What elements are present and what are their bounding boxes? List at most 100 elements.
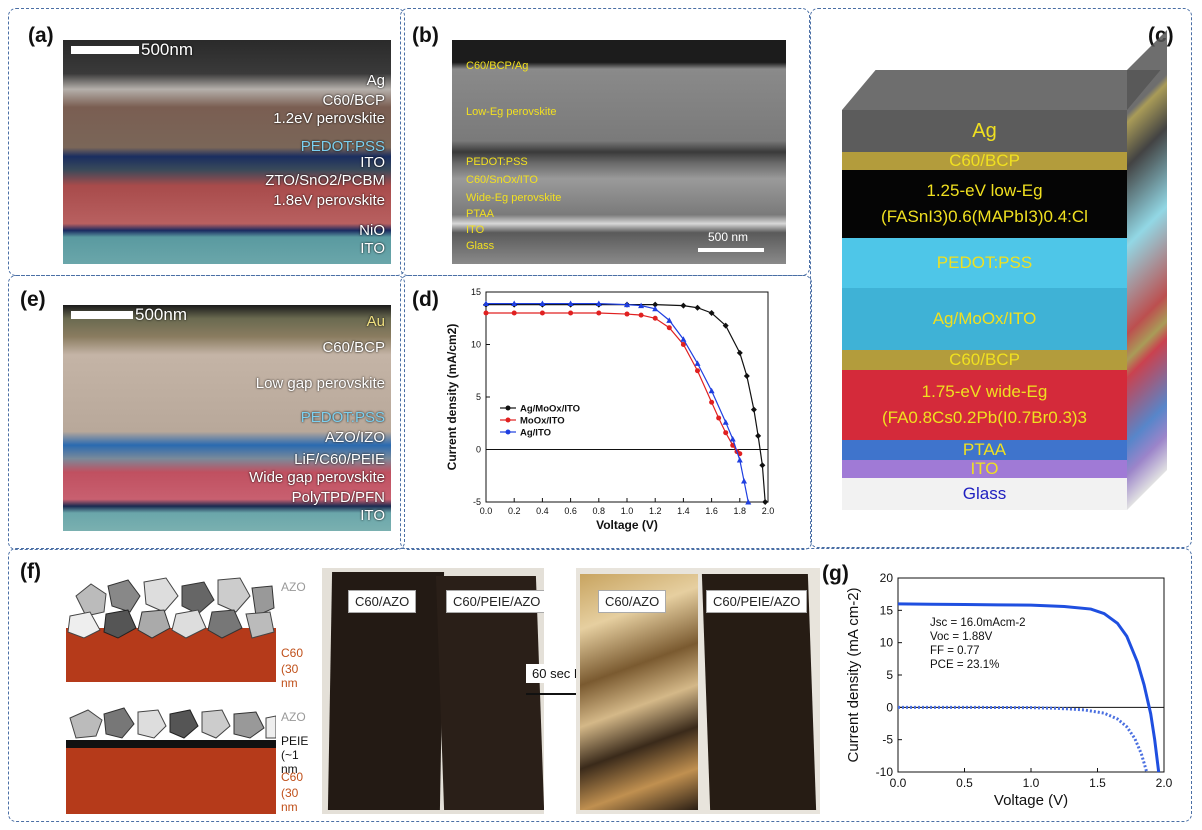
- data-point: [762, 499, 769, 505]
- scalebar-e-text: 500nm: [135, 305, 187, 324]
- data-point: [666, 317, 673, 323]
- layer-e-0: Au: [366, 313, 385, 330]
- frame-panel-d: [400, 275, 812, 550]
- tag-after-2: C60/PEIE/AZO: [706, 590, 808, 613]
- data-point: [595, 300, 602, 307]
- y-tick-label: 15: [471, 287, 481, 297]
- layer-a-5: ZTO/SnO2/PCBM: [265, 172, 385, 189]
- schematic-top-c60: [66, 628, 276, 682]
- schematic-bottom-c60-thick: (30 nm: [281, 786, 299, 814]
- data-point: [750, 406, 757, 413]
- y-tick-label: -5: [473, 497, 481, 507]
- schematic-bottom-azo: AZO: [281, 710, 306, 724]
- jv-chart-d: 0.0 0.2 0.4 0.6 0.8 1.0 1.2 1.4 1.6 1.8 2.0 -5 0 5 10 1…: [445, 287, 775, 532]
- data-point: [568, 310, 574, 316]
- x-tick-label: 0.2: [508, 506, 521, 516]
- layer-a-2: 1.2eV perovskite: [273, 110, 385, 127]
- data-point: [722, 419, 729, 425]
- layer-a-7: NiO: [359, 222, 385, 239]
- sem-image-a: 500nm Ag C60/BCP 1.2eV perovskite PEDOT:…: [63, 40, 391, 264]
- x-tick-label: 0.5: [956, 776, 973, 790]
- legend-marker: [505, 429, 511, 435]
- schematic-top-grains: [67, 577, 275, 639]
- x-tick-label: 0.0: [480, 506, 493, 516]
- layer-a-1: C60/BCP: [322, 92, 385, 109]
- stack-ag: Ag: [842, 110, 1127, 152]
- data-point: [694, 360, 701, 366]
- layer-e-3: PEDOT:PSS: [300, 409, 385, 426]
- schematic-top-c60-thick: (30 nm: [281, 662, 299, 690]
- data-point: [638, 302, 645, 309]
- data-point: [755, 432, 762, 439]
- layer-a-8: ITO: [360, 240, 385, 257]
- plot-frame: [897, 577, 1165, 773]
- layer-e-6: Wide gap perovskite: [249, 469, 385, 486]
- layer-a-6: 1.8eV perovskite: [273, 192, 385, 209]
- data-point: [736, 349, 743, 356]
- y-axis-label: Current density (mA/cm2): [445, 324, 459, 471]
- stack-agmoox: Ag/MoOx/ITO: [842, 288, 1127, 350]
- stack-c60bcp-top: C60/BCP: [842, 151, 1127, 170]
- y-tick-label: 10: [880, 636, 894, 650]
- schematic-bottom-c60: [66, 748, 276, 814]
- layer-b-4: Wide-Eg perovskite: [466, 192, 562, 204]
- scalebar-a: [71, 46, 139, 54]
- stack-top-face: [842, 70, 1161, 110]
- legend-label: Ag/ITO: [520, 428, 551, 439]
- panel-d-label: (d): [412, 288, 439, 311]
- tag-before-1: C60/AZO: [348, 590, 417, 613]
- frame-bottom: [8, 548, 1192, 822]
- x-tick-label: 0.0: [890, 776, 907, 790]
- tag-after-1: C60/AZO: [598, 590, 667, 613]
- sem-image-e: 500nm Au C60/BCP Low gap perovskite PEDO…: [63, 305, 391, 531]
- y-tick-label: 15: [880, 603, 894, 617]
- schematic-bottom-grains: [69, 707, 276, 739]
- stack-ito: ITO: [842, 459, 1127, 478]
- data-point: [743, 373, 750, 379]
- x-tick-label: 1.8: [734, 506, 747, 516]
- stack-wide-eg: 1.75-eV wide-Eg (FA0.8Cs0.2Pb(I0.7Br0.3)3: [842, 370, 1127, 440]
- data-point: [745, 499, 752, 505]
- layer-b-7: Glass: [466, 240, 495, 252]
- data-point: [638, 312, 644, 318]
- tag-before-2: C60/PEIE/AZO: [446, 590, 544, 613]
- y-axis-label: Current density (mA cm-2): [845, 587, 862, 762]
- schematic-top: AZO C60 (30 nm: [66, 576, 310, 690]
- y-tick-label: 10: [471, 340, 481, 350]
- stack-low-eg: 1.25-eV low-Eg (FASnI3)0.6(MAPbI3)0.4:Cl: [842, 170, 1127, 238]
- layer-b-1: Low-Eg perovskite: [466, 106, 557, 118]
- schematic-top-c60-label: C60: [281, 646, 304, 660]
- y-tick-label: 20: [880, 571, 894, 585]
- scalebar-b: [698, 248, 764, 252]
- data-point: [694, 304, 701, 311]
- data-point: [723, 430, 729, 436]
- layer-b-0: C60/BCP/Ag: [466, 60, 529, 72]
- series-line: [898, 705, 1149, 773]
- annotation-text: FF = 0.77: [930, 645, 980, 657]
- data-point: [666, 325, 672, 331]
- layer-b-2: PEDOT:PSS: [466, 156, 528, 168]
- legend-marker: [505, 417, 511, 423]
- data-point: [709, 399, 715, 405]
- x-axis-label: Voltage (V): [994, 792, 1068, 809]
- panel-b-label: (b): [412, 24, 439, 47]
- data-point: [708, 310, 715, 316]
- data-point: [652, 301, 659, 308]
- data-point: [736, 457, 743, 463]
- schematic-bottom-peie-label: PEIE: [281, 734, 309, 748]
- panel-a-label: (a): [28, 24, 54, 47]
- legend-label: MoOx/ITO: [520, 416, 565, 427]
- scalebar-e: [71, 311, 133, 319]
- layer-e-2: Low gap perovskite: [255, 375, 385, 392]
- data-point: [708, 387, 715, 394]
- x-tick-label: 1.6: [705, 506, 718, 516]
- x-tick-label: 1.0: [621, 506, 634, 516]
- panel-f-label: (f): [20, 560, 41, 583]
- data-point: [729, 436, 736, 442]
- stack-side-face: [1127, 30, 1167, 510]
- x-axis-label: Voltage (V): [596, 518, 658, 532]
- x-tick-label: 2.0: [762, 506, 775, 516]
- layer-b-6: ITO: [466, 224, 485, 236]
- photo-before: C60/AZO C60/PEIE/AZO: [322, 568, 544, 814]
- data-point: [511, 310, 517, 316]
